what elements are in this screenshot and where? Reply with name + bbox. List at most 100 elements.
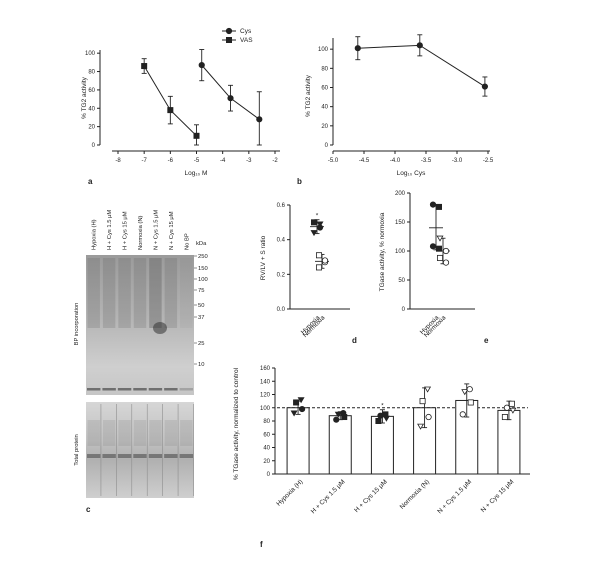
blot-upper-lane-smear	[87, 258, 100, 328]
panel-b-y-label: % TG2 activity	[305, 74, 312, 117]
panel-f-significance-mark: *	[381, 403, 384, 410]
blot-lower-lane-band	[133, 454, 147, 458]
panel-f-x-tick-label: Hypoxia (H)	[275, 478, 304, 507]
panel-c-western-blot: Hypoxia (H) H + Cys 1.5 μM H + Cys 15 μM No…	[74, 210, 208, 514]
blot-lower-lane-band	[164, 454, 178, 458]
panel-f-y-tick-label: 80	[263, 419, 270, 425]
panel-d-y-tick-label: 0.0	[277, 307, 286, 313]
panel-e-data-point	[436, 254, 443, 261]
panel-f-data-point	[425, 413, 432, 421]
panel-b-series-line	[357, 44, 486, 87]
blot-lane-label: H + Cys 1.5 μM	[107, 210, 113, 250]
panel-f-data-point	[340, 409, 347, 417]
panel-f-data-point	[461, 389, 469, 396]
blot-lane-label: Normoxia (N)	[138, 215, 144, 250]
panel-e-data-point	[429, 201, 437, 208]
blot-lower-lane-smear	[180, 420, 193, 446]
blot-upper-lane-smear	[133, 258, 147, 328]
blot-upper-lane-smear	[118, 258, 131, 328]
panel-f-x-tick-label: H + Cys 1.5 μM	[310, 478, 347, 515]
panel-a-y-tick-label: 80	[88, 70, 95, 76]
panel-b-x-tick-label: -5.0	[328, 158, 339, 164]
panel-e-y-tick-label: 0	[402, 307, 406, 313]
panel-d-y-tick-label: 0.2	[277, 272, 286, 278]
panel-f-data-point	[419, 398, 426, 405]
panel-f-data-point	[508, 400, 515, 407]
blot-lower-lane-band	[102, 454, 116, 458]
blot-lower-lane-smear	[102, 420, 116, 446]
blot-lower-lane-smear	[133, 420, 147, 446]
panel-a-x-label: Log₁₀ M	[185, 170, 208, 177]
panel-a-series-cys-point	[256, 116, 263, 123]
panel-d-y-tick-label: 0.4	[277, 238, 286, 244]
panel-f-y-tick-label: 60	[263, 432, 270, 438]
panel-a-x-tick-label: -2	[272, 158, 278, 164]
panel-a-x-tick-label: -7	[141, 158, 147, 164]
panel-a-chart: % TG2 activity Log₁₀ M Cys VAS a 0 20 40 60 8…	[81, 27, 280, 186]
panel-f-y-tick-label: 160	[260, 366, 271, 372]
panel-letter-f: f	[260, 540, 263, 549]
blot-marker-label: 37	[198, 315, 204, 321]
panel-f-bar	[328, 415, 352, 475]
blot-lane-label: Hypoxia (H)	[92, 219, 98, 250]
blot-upper-membrane	[86, 255, 194, 395]
panel-f-data-point	[290, 410, 298, 417]
blot-marker-label: 25	[198, 341, 204, 347]
blot-marker-labels: 250 150 100 75 50 37 25 10	[194, 254, 208, 368]
panel-f-data-point	[333, 416, 340, 423]
blot-lane-label: N + Cys 15 μM	[169, 211, 175, 250]
blot-upper-lane-smear	[164, 258, 178, 328]
panel-b-y-tick-label: 20	[321, 124, 328, 130]
blot-upper-lane-band	[148, 388, 163, 391]
panel-e-y-tick-label: 50	[398, 278, 405, 284]
panel-a-x-tick-label: -8	[115, 158, 121, 164]
panel-f-y-tick-label: 100	[260, 406, 271, 412]
panel-f-data-point	[466, 386, 473, 393]
panel-e-data-point	[442, 259, 450, 266]
panel-a-x-tick-label: -3	[246, 158, 252, 164]
panel-letter-e: e	[484, 336, 489, 345]
panel-f-data-point	[467, 399, 474, 406]
panel-f-data-point	[375, 417, 382, 424]
panel-e-y-label: TGase activity, % normoxia	[379, 212, 386, 291]
blot-lower-lane-smear	[164, 420, 178, 446]
blot-marker-label: 50	[198, 303, 204, 309]
panel-b-x-tick-label: -3.0	[452, 158, 463, 164]
panel-a-y-tick-label: 60	[88, 88, 95, 94]
panel-a-legend: Cys VAS	[222, 27, 253, 44]
panel-d-y-tick-label: 0.6	[277, 203, 286, 209]
blot-lower-lane-smear	[118, 420, 131, 446]
panel-f-data-point	[297, 397, 305, 404]
panel-letter-a: a	[88, 177, 93, 186]
panel-e-chart: TGase activity, % normoxia e 0 50 100 150 20…	[379, 191, 489, 345]
panel-b-x-tick-label: -4.0	[390, 158, 401, 164]
panel-e-y-tick-label: 100	[395, 249, 406, 255]
panel-b-y-tick-label: 80	[321, 66, 328, 72]
panel-a-series-vas-point	[141, 63, 148, 70]
panel-f-data-point	[293, 399, 300, 406]
panel-b-x-tick-label: -3.5	[421, 158, 432, 164]
panel-d-chart: RV/LV + S ratio d 0.00.20.40.6HypoxiaNor…	[260, 203, 357, 345]
panel-f-chart: % TGase activity, normalized to control …	[233, 366, 530, 549]
panel-b-y-tick-label: 40	[321, 105, 328, 111]
blot-lower-lane-band	[179, 454, 193, 458]
panel-f-bar	[286, 407, 310, 475]
blot-upper-lane-band	[87, 388, 101, 391]
panel-f-data-point	[501, 414, 508, 421]
panel-a-y-tick-label: 20	[88, 125, 95, 131]
panel-f-y-tick-label: 120	[260, 393, 271, 399]
blot-lower-lane-band	[117, 454, 132, 458]
panel-a-y-tick-label: 0	[92, 143, 96, 149]
panel-a-x-tick-label: -5	[194, 158, 200, 164]
panel-d-data-point	[315, 264, 322, 271]
panel-f-data-point	[509, 407, 517, 414]
panel-f-data-point	[334, 411, 342, 418]
panel-f-data-point	[377, 412, 384, 419]
blot-upper-lane-smear	[180, 258, 193, 328]
blot-upper-lane-smear	[102, 258, 116, 328]
panel-f-data-point	[424, 386, 432, 393]
panel-e-y-tick-label: 150	[395, 220, 406, 226]
blot-lower-lane-band	[148, 454, 163, 458]
blot-upper-lane-band	[179, 388, 193, 391]
